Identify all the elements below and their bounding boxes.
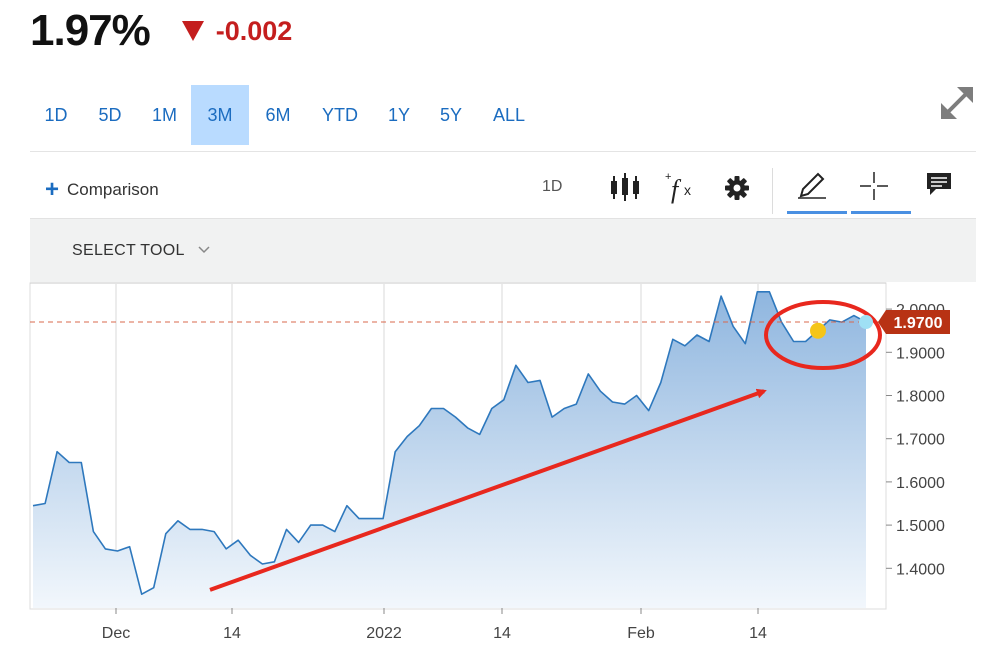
- plus-icon: +: [45, 176, 60, 203]
- last-value-badge: 1.9700: [878, 310, 950, 335]
- x-tick-label: Feb: [627, 625, 655, 642]
- quote-header: 1.97% -0.002: [30, 6, 292, 56]
- crosshair-icon[interactable]: [858, 170, 890, 202]
- select-tool-bar: SELECT TOOL: [30, 218, 976, 282]
- x-tick-label: 2022: [366, 625, 402, 642]
- gear-icon[interactable]: [724, 175, 750, 201]
- series-line: [32, 291, 867, 595]
- comment-icon[interactable]: [926, 172, 952, 196]
- toolbar-divider: [30, 151, 976, 152]
- tab-1m[interactable]: 1M: [151, 104, 177, 125]
- last-value-badge-bg: [878, 310, 950, 335]
- marker-dot: [810, 322, 826, 339]
- tab-6m[interactable]: 6M: [265, 104, 291, 125]
- y-tick-label: 1.5000: [896, 518, 945, 535]
- svg-text:x: x: [684, 182, 691, 198]
- tab-all[interactable]: ALL: [492, 104, 526, 125]
- quote-change: -0.002: [215, 15, 293, 46]
- tab-ytd[interactable]: YTD: [322, 104, 358, 125]
- comparison-label: Comparison: [67, 180, 159, 199]
- expand-icon[interactable]: [938, 84, 976, 122]
- tab-3m[interactable]: 3M: [191, 85, 249, 145]
- tab-1y[interactable]: 1Y: [387, 104, 411, 125]
- range-tabs: 1D 5D 1M 3M 6M YTD 1Y 5Y ALL: [30, 85, 541, 145]
- svg-text:+: +: [665, 171, 671, 183]
- last-point-dot: [859, 315, 873, 330]
- tab-5y[interactable]: 5Y: [439, 104, 463, 125]
- down-arrow-icon: [181, 21, 204, 41]
- chevron-down-icon[interactable]: [197, 243, 211, 257]
- toolbar-separator: [772, 168, 773, 214]
- tab-1d[interactable]: 1D: [44, 104, 68, 125]
- fx-icon[interactable]: + f x: [664, 170, 698, 204]
- x-tick-label: Dec: [102, 625, 130, 642]
- y-tick-label: 1.4000: [896, 561, 945, 578]
- x-tick-label: 14: [223, 625, 241, 642]
- trend-arrow: [209, 388, 767, 592]
- x-tick-label: 14: [493, 625, 511, 642]
- y-tick-label: 1.8000: [896, 389, 945, 406]
- comparison-button[interactable]: + Comparison: [45, 176, 159, 203]
- price-chart[interactable]: 1.40001.50001.60001.70001.80001.90002.00…: [0, 282, 986, 658]
- pencil-icon[interactable]: [797, 170, 827, 200]
- select-tool-dropdown[interactable]: SELECT TOOL: [72, 242, 185, 259]
- highlight-circle: [764, 300, 882, 370]
- candlestick-icon[interactable]: [609, 172, 641, 202]
- svg-text:f: f: [671, 175, 682, 204]
- draw-tool-active-indicator: [787, 211, 847, 214]
- y-tick-label: 1.6000: [896, 475, 945, 492]
- crosshair-active-indicator: [851, 211, 911, 214]
- y-tick-label: 1.7000: [896, 432, 945, 449]
- y-tick-label: 1.9000: [896, 345, 945, 362]
- quote-value: 1.97%: [30, 6, 151, 55]
- series-area: [33, 291, 866, 608]
- interval-selector[interactable]: 1D: [542, 178, 563, 195]
- last-value-label: 1.9700: [894, 315, 943, 332]
- tab-5d[interactable]: 5D: [98, 104, 122, 125]
- x-tick-label: 14: [749, 625, 767, 642]
